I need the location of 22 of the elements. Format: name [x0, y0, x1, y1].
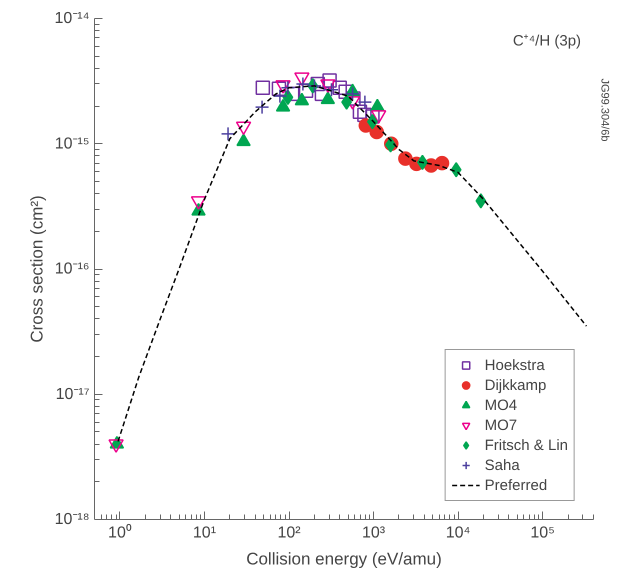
annotation: C⁺⁴/H (3p) — [512, 32, 582, 50]
y-tick-label: 10⁻¹⁵ — [54, 135, 90, 152]
y-tick-label: 10⁻¹⁸ — [54, 511, 90, 528]
y-tick-label: 10⁻¹⁴ — [54, 10, 90, 27]
y-tick-label: 10⁻¹⁷ — [56, 386, 90, 403]
text: JG99.304/6b — [598, 78, 610, 142]
legend-label: Fritsch & Lin — [484, 436, 568, 454]
x-tick-label: 10⁰ — [108, 524, 132, 542]
x-axis-title: Collision energy (eV/amu) — [246, 550, 442, 568]
y-axis-title: Cross section (cm²) — [28, 195, 46, 343]
x-tick-label: 10⁵ — [530, 524, 555, 542]
x-tick-label: 10¹ — [192, 524, 216, 542]
legend-label: MO7 — [484, 416, 518, 434]
legend-label: Saha — [484, 456, 520, 474]
legend-label: Dijkkamp — [484, 376, 546, 394]
y-tick-label: 10⁻¹⁶ — [54, 260, 90, 278]
legend-label: Preferred — [484, 476, 548, 494]
x-tick-label: 10² — [277, 524, 302, 542]
legend-label: MO4 — [484, 396, 518, 414]
x-tick-label: 10⁴ — [446, 524, 471, 542]
x-tick-label: 10³ — [362, 524, 386, 542]
legend-label: Hoekstra — [484, 356, 545, 374]
